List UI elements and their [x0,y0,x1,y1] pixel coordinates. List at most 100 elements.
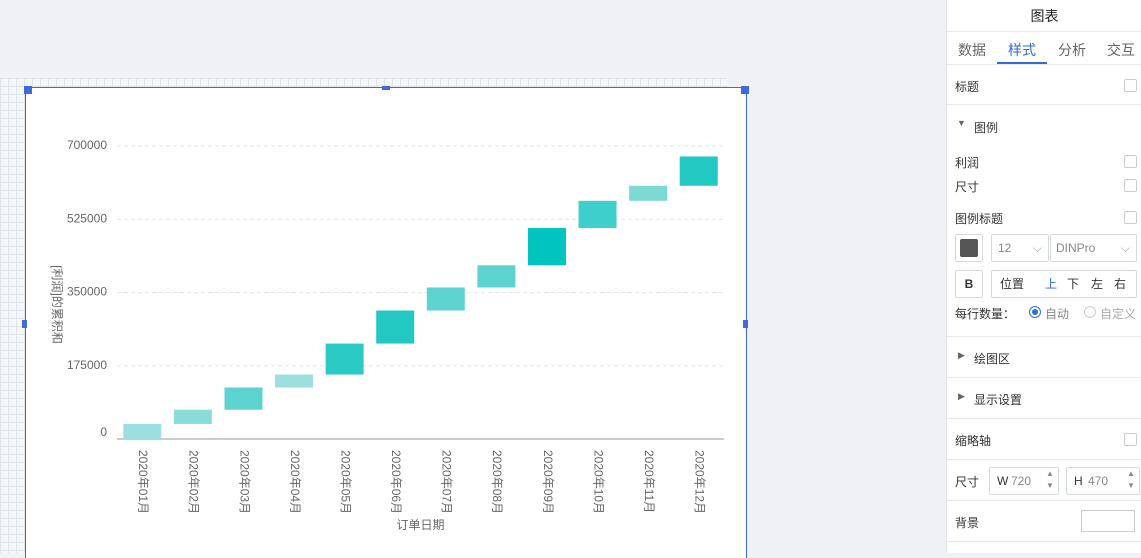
tab-active[interactable]: 样式 [1008,42,1036,58]
bar [578,200,617,229]
option-label: 缩略轴 [955,434,992,448]
position-option[interactable]: 上 [1045,277,1058,291]
position-option[interactable]: 右 [1114,277,1127,291]
checkbox[interactable] [1124,211,1137,224]
option-label: 尺寸 [955,475,980,489]
bar [376,310,415,344]
separator [947,336,1141,337]
x-tick-label: 2020年12月 [693,450,707,514]
y-tick-label: 525000 [67,211,107,225]
legend-item: 尺寸 [955,180,980,194]
separator [947,64,1141,65]
option-label: 图例标题 [955,212,1004,226]
position-group: 位置 上 下 左 右 [991,270,1137,298]
bold-button[interactable]: B [955,270,983,298]
w-label: W [997,474,1009,488]
font-size-select[interactable]: 12 ⌵ [991,234,1049,262]
x-tick-label: 2020年03月 [237,450,251,514]
spinner[interactable]: ▲ ▼ [1127,469,1135,490]
separator [947,31,1141,32]
x-tick-label: 2020年08月 [490,450,504,514]
checkbox[interactable] [1124,433,1137,446]
background-color-picker[interactable] [1081,510,1135,532]
bar [275,374,314,388]
x-tick-label: 2020年09月 [541,450,555,514]
resize-handle[interactable] [382,86,390,90]
option-label: 标题 [955,80,980,94]
x-axis-label: 订单日期 [396,518,444,532]
height-input[interactable]: H 470 ▲ ▼ [1066,467,1140,495]
font-name: DINPro [1056,241,1096,255]
expand-icon[interactable]: ▶ [958,350,965,360]
position-label: 位置 [1000,277,1025,291]
resize-handle[interactable] [22,320,27,328]
legend-item: 利润 [955,156,980,170]
font-size: 12 [998,241,1012,255]
x-tick-label: 2020年04月 [288,450,302,514]
tab[interactable]: 数据 [958,42,986,58]
bar [325,343,364,375]
radio-label[interactable]: 自定义 [1100,307,1137,321]
radio-selected[interactable] [1029,306,1041,318]
x-tick-label: 2020年02月 [187,450,201,514]
option-label: 背景 [955,516,980,530]
position-option[interactable]: 下 [1067,277,1080,291]
position-option[interactable]: 左 [1091,277,1104,291]
h-label: H [1074,474,1083,488]
dropdown-arrow: ⌵ [1120,241,1130,255]
font-select[interactable]: DINPro ⌵ [1050,234,1137,262]
spinner[interactable]: ▲ ▼ [1046,469,1054,490]
bar [477,265,516,288]
bar [173,409,212,424]
separator [947,418,1141,419]
separator [947,104,1141,105]
y-tick-label: 0 [100,425,107,439]
section-heading[interactable]: 图例 [974,121,999,135]
x-tick-label: 2020年06月 [389,450,403,514]
section-heading[interactable]: 显示设置 [974,393,1023,407]
color-picker[interactable] [955,234,983,262]
w-value: 720 [1011,474,1032,488]
x-tick-label: 2020年05月 [338,450,352,514]
separator [947,377,1141,378]
separator [947,459,1141,460]
dropdown-arrow: ⌵ [1032,241,1042,255]
panel-title: 图表 [1030,8,1059,24]
option-label: 每行数量： [955,307,1016,321]
color-swatch [960,239,978,257]
radio-dot [1032,309,1038,315]
bar [224,387,263,410]
checkbox[interactable] [1124,179,1137,192]
y-tick-label: 175000 [67,358,107,372]
resize-handle[interactable] [743,320,748,328]
radio[interactable] [1084,306,1096,318]
section-heading[interactable]: 绘图区 [974,352,1011,366]
radio-label[interactable]: 自动 [1045,307,1070,321]
expand-icon[interactable]: ▶ [958,391,965,401]
bar [527,228,566,266]
x-tick-label: 2020年11月 [642,450,656,513]
y-tick-label: 350000 [67,285,107,299]
y-tick-label: 700000 [67,138,107,152]
h-value: 470 [1088,474,1109,488]
tab-underline [997,62,1047,64]
resize-handle[interactable] [741,86,749,94]
bar [679,156,718,186]
settings-panel: 图表 数据 样式 分析 交互 标题 ▼ 图例 利润 尺寸 图例标题 12 ⌵ DI… [946,0,1141,553]
collapse-icon[interactable]: ▼ [957,118,966,128]
width-input[interactable]: W 720 ▲ ▼ [989,467,1059,495]
separator [947,541,1141,542]
x-tick-label: 2020年01月 [136,450,150,514]
bar [123,423,162,439]
bar [629,185,668,201]
x-tick-label: 2020年10月 [591,450,605,514]
separator [947,500,1141,501]
bar [426,287,465,311]
checkbox[interactable] [1124,79,1137,92]
tab[interactable]: 分析 [1058,42,1086,58]
tab[interactable]: 交互 [1107,42,1135,58]
checkbox[interactable] [1124,155,1137,168]
resize-handle[interactable] [24,86,32,94]
